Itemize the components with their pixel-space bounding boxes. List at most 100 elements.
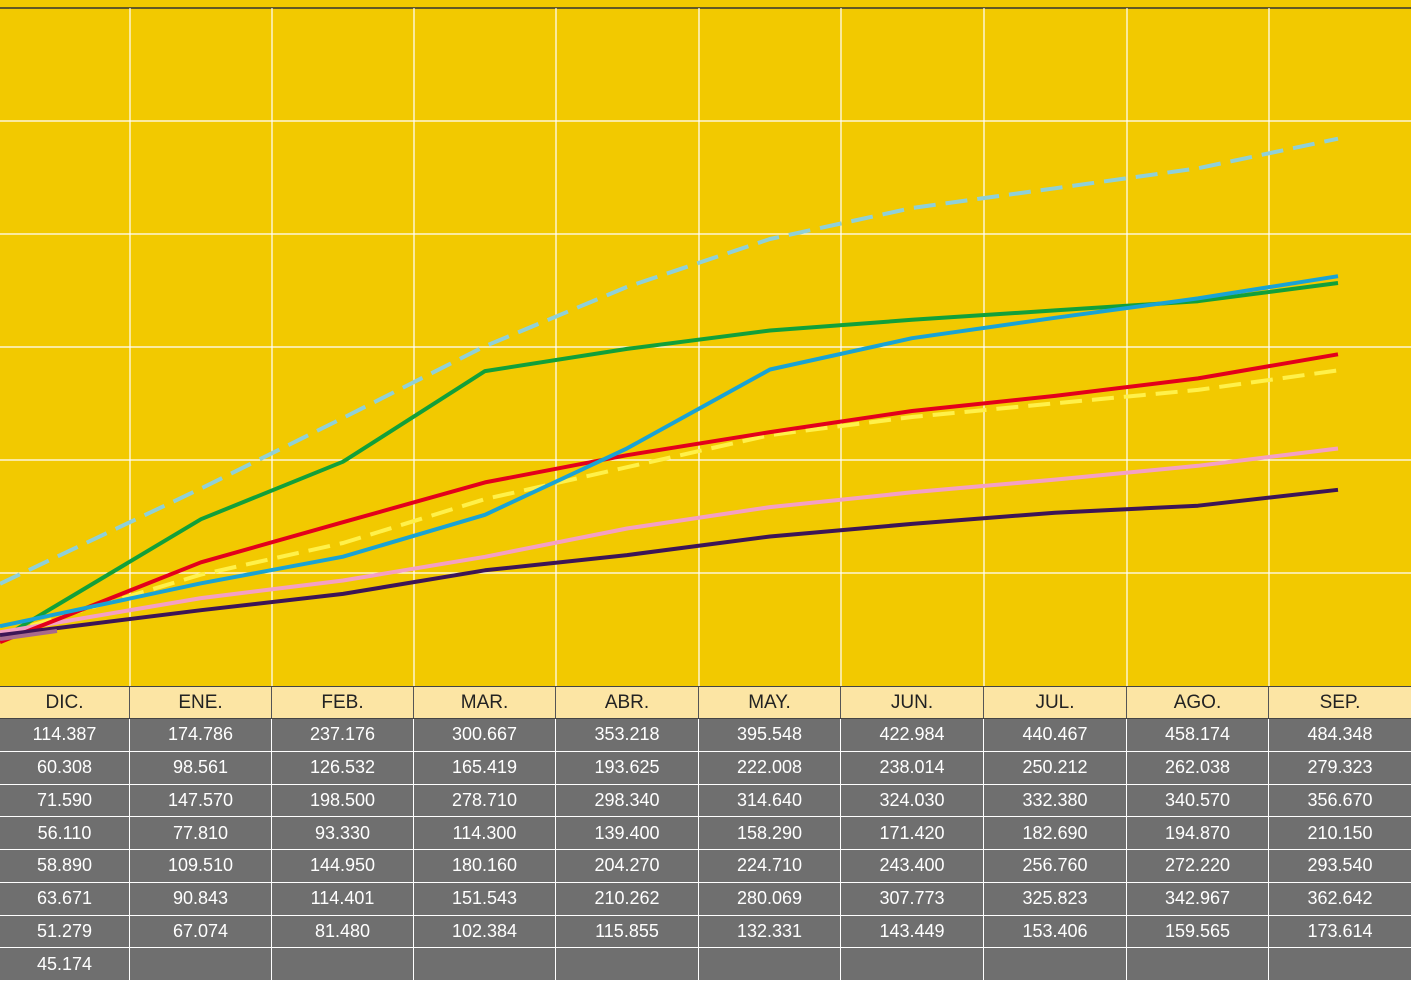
table-cell: 353.218	[556, 719, 699, 752]
series-lines	[0, 136, 1339, 644]
table-cell: 204.270	[556, 850, 699, 883]
table-cell: 60.308	[0, 751, 130, 785]
series-line-8	[0, 629, 58, 641]
table-cell: 93.330	[272, 817, 414, 850]
table-cell: 293.540	[1269, 850, 1411, 883]
table-cell: 243.400	[841, 850, 984, 883]
table-cell: 159.565	[1127, 915, 1269, 949]
table-cell: 126.532	[272, 751, 414, 785]
table-cell: 139.400	[556, 817, 699, 850]
table-cell	[699, 948, 841, 981]
month-label: ABR.	[556, 687, 699, 718]
table-cell: 193.625	[556, 751, 699, 785]
table-cell: 307.773	[841, 882, 984, 916]
series-line-3	[0, 281, 1339, 641]
table-cell: 143.449	[841, 915, 984, 949]
table-cell: 342.967	[1127, 882, 1269, 916]
table-cell: 165.419	[414, 751, 556, 785]
table-cell: 362.642	[1269, 882, 1411, 916]
table-cell: 280.069	[699, 882, 841, 916]
table-cell: 171.420	[841, 817, 984, 850]
table-row: 45.174	[0, 948, 1411, 981]
table-cell: 67.074	[130, 915, 272, 949]
table-cell: 81.480	[272, 915, 414, 949]
table-cell: 238.014	[841, 751, 984, 785]
table-cell: 356.670	[1269, 784, 1411, 818]
table-cell: 147.570	[130, 784, 272, 818]
table-cell	[1269, 948, 1411, 981]
table-cell: 56.110	[0, 817, 130, 850]
table-cell: 173.614	[1269, 915, 1411, 949]
table-cell: 45.174	[0, 948, 130, 981]
month-header-row: DIC. ENE. FEB. MAR. ABR. MAY. JUN. JUL. AGO. SEP.	[0, 686, 1411, 719]
table-cell: 114.300	[414, 817, 556, 850]
table-cell: 77.810	[130, 817, 272, 850]
table-cell	[130, 948, 272, 981]
table-row: 63.671 90.843 114.401 151.543 210.262 280.069…	[0, 882, 1411, 916]
table-cell: 174.786	[130, 719, 272, 752]
table-cell: 340.570	[1127, 784, 1269, 818]
table-cell: 198.500	[272, 784, 414, 818]
month-label: AGO.	[1127, 687, 1269, 718]
table-cell: 256.760	[984, 850, 1127, 883]
table-cell: 262.038	[1127, 751, 1269, 785]
series-line-7	[0, 487, 1339, 638]
table-cell: 210.150	[1269, 817, 1411, 850]
table-cell: 58.890	[0, 850, 130, 883]
table-cell: 182.690	[984, 817, 1127, 850]
table-cell: 314.640	[699, 784, 841, 818]
table-cell: 109.510	[130, 850, 272, 883]
table-cell: 222.008	[699, 751, 841, 785]
table-cell: 71.590	[0, 784, 130, 818]
data-table: 114.387 174.786 237.176 300.667 353.218 395.5…	[0, 719, 1411, 981]
table-cell: 458.174	[1127, 719, 1269, 752]
table-cell	[272, 948, 414, 981]
table-cell: 63.671	[0, 882, 130, 916]
table-cell: 332.380	[984, 784, 1127, 818]
table-cell: 90.843	[130, 882, 272, 916]
table-cell: 210.262	[556, 882, 699, 916]
table-cell: 180.160	[414, 850, 556, 883]
table-cell: 440.467	[984, 719, 1127, 752]
series-line-5	[0, 352, 1339, 644]
line-chart	[0, 0, 1411, 686]
series-line-2	[0, 368, 1339, 637]
table-cell	[984, 948, 1127, 981]
table-cell: 279.323	[1269, 751, 1411, 785]
table-cell: 278.710	[414, 784, 556, 818]
month-label: ENE.	[130, 687, 272, 718]
table-cell: 484.348	[1269, 719, 1411, 752]
series-line-6	[0, 274, 1339, 629]
table-cell: 300.667	[414, 719, 556, 752]
table-cell: 298.340	[556, 784, 699, 818]
month-label: MAY.	[699, 687, 841, 718]
table-cell	[1127, 948, 1269, 981]
table-cell: 422.984	[841, 719, 984, 752]
month-label: JUN.	[841, 687, 984, 718]
table-cell: 224.710	[699, 850, 841, 883]
table-cell: 250.212	[984, 751, 1127, 785]
table-cell: 144.950	[272, 850, 414, 883]
table-cell: 114.387	[0, 719, 130, 752]
table-cell: 102.384	[414, 915, 556, 949]
month-label: SEP.	[1319, 691, 1361, 713]
table-cell: 115.855	[556, 915, 699, 949]
plot-background	[0, 0, 1411, 686]
table-cell: 51.279	[0, 915, 130, 949]
month-label: MAR.	[414, 687, 556, 718]
table-cell	[841, 948, 984, 981]
series-line-4	[0, 446, 1339, 635]
gridlines	[0, 8, 1411, 686]
table-cell: 114.401	[272, 882, 414, 916]
table-cell	[414, 948, 556, 981]
table-row: 60.308 98.561 126.532 165.419 193.625 222.008…	[0, 751, 1411, 785]
month-label: JUL.	[984, 687, 1127, 718]
month-label: DIC.	[0, 687, 130, 718]
table-row: 114.387 174.786 237.176 300.667 353.218 395.5…	[0, 719, 1411, 752]
table-cell: 194.870	[1127, 817, 1269, 850]
table-row: 58.890 109.510 144.950 180.160 204.270 224.71…	[0, 850, 1411, 883]
table-cell	[556, 948, 699, 981]
table-cell: 151.543	[414, 882, 556, 916]
table-row: 56.110 77.810 93.330 114.300 139.400 158.290 1…	[0, 817, 1411, 850]
table-cell: 325.823	[984, 882, 1127, 916]
